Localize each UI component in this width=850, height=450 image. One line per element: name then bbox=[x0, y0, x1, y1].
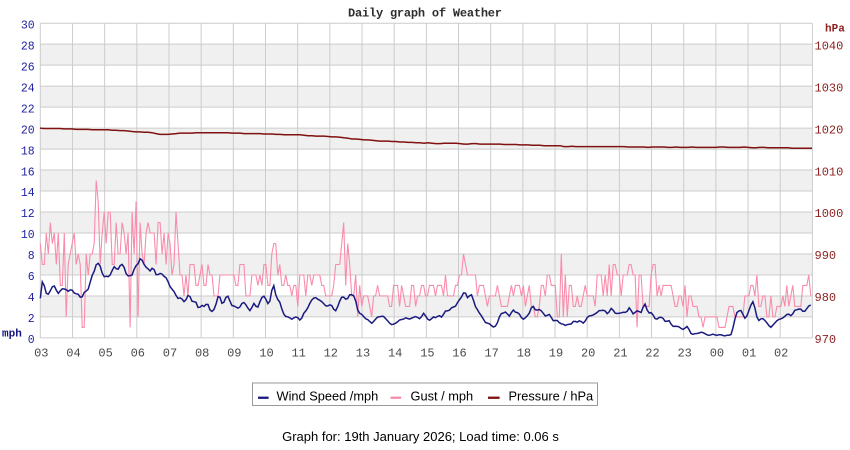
svg-text:08: 08 bbox=[195, 347, 209, 361]
svg-text:24: 24 bbox=[21, 82, 35, 95]
svg-text:8: 8 bbox=[28, 250, 35, 263]
svg-text:05: 05 bbox=[98, 347, 112, 361]
svg-text:980: 980 bbox=[815, 291, 837, 305]
svg-text:22: 22 bbox=[21, 103, 35, 116]
svg-text:Wind Speed /mph: Wind Speed /mph bbox=[277, 389, 379, 404]
svg-text:19: 19 bbox=[549, 347, 563, 361]
svg-text:12: 12 bbox=[324, 347, 338, 361]
svg-text:12: 12 bbox=[21, 208, 35, 221]
svg-text:10: 10 bbox=[21, 229, 35, 242]
svg-text:03: 03 bbox=[34, 347, 48, 361]
svg-text:1040: 1040 bbox=[815, 39, 844, 53]
svg-text:00: 00 bbox=[710, 347, 724, 361]
svg-text:15: 15 bbox=[420, 347, 434, 361]
svg-text:1030: 1030 bbox=[815, 81, 844, 95]
svg-text:09: 09 bbox=[227, 347, 241, 361]
svg-text:01: 01 bbox=[742, 347, 756, 361]
svg-text:11: 11 bbox=[291, 347, 305, 361]
svg-text:23: 23 bbox=[677, 347, 691, 361]
svg-text:1010: 1010 bbox=[815, 165, 844, 179]
svg-text:0: 0 bbox=[28, 334, 35, 347]
svg-text:13: 13 bbox=[356, 347, 370, 361]
svg-text:07: 07 bbox=[163, 347, 177, 361]
svg-text:hPa: hPa bbox=[825, 24, 845, 36]
svg-text:10: 10 bbox=[259, 347, 273, 361]
svg-text:16: 16 bbox=[452, 347, 466, 361]
svg-text:2: 2 bbox=[28, 313, 35, 326]
svg-text:1020: 1020 bbox=[815, 123, 844, 137]
svg-text:18: 18 bbox=[517, 347, 531, 361]
svg-text:18: 18 bbox=[21, 145, 35, 158]
svg-text:28: 28 bbox=[21, 40, 35, 53]
svg-text:Graph for: 19th January 2026;: Graph for: 19th January 2026; Load time:… bbox=[282, 429, 559, 444]
svg-text:04: 04 bbox=[66, 347, 80, 361]
svg-text:16: 16 bbox=[21, 166, 35, 179]
svg-text:26: 26 bbox=[21, 61, 35, 74]
svg-text:mph: mph bbox=[2, 329, 22, 341]
svg-text:4: 4 bbox=[28, 292, 35, 305]
svg-text:17: 17 bbox=[484, 347, 498, 361]
svg-text:20: 20 bbox=[581, 347, 595, 361]
svg-text:1000: 1000 bbox=[815, 207, 844, 221]
svg-text:Pressure / hPa: Pressure / hPa bbox=[509, 389, 595, 404]
svg-text:02: 02 bbox=[774, 347, 788, 361]
svg-text:990: 990 bbox=[815, 249, 837, 263]
svg-text:970: 970 bbox=[815, 333, 837, 347]
svg-text:Gust / mph: Gust / mph bbox=[411, 389, 474, 404]
svg-text:Daily graph of Weather: Daily graph of Weather bbox=[348, 7, 502, 21]
svg-text:06: 06 bbox=[131, 347, 145, 361]
svg-text:14: 14 bbox=[21, 187, 35, 200]
svg-text:30: 30 bbox=[21, 19, 35, 32]
svg-text:21: 21 bbox=[613, 347, 627, 361]
svg-text:14: 14 bbox=[388, 347, 402, 361]
svg-text:20: 20 bbox=[21, 124, 35, 137]
svg-text:22: 22 bbox=[645, 347, 659, 361]
svg-text:6: 6 bbox=[28, 271, 35, 284]
